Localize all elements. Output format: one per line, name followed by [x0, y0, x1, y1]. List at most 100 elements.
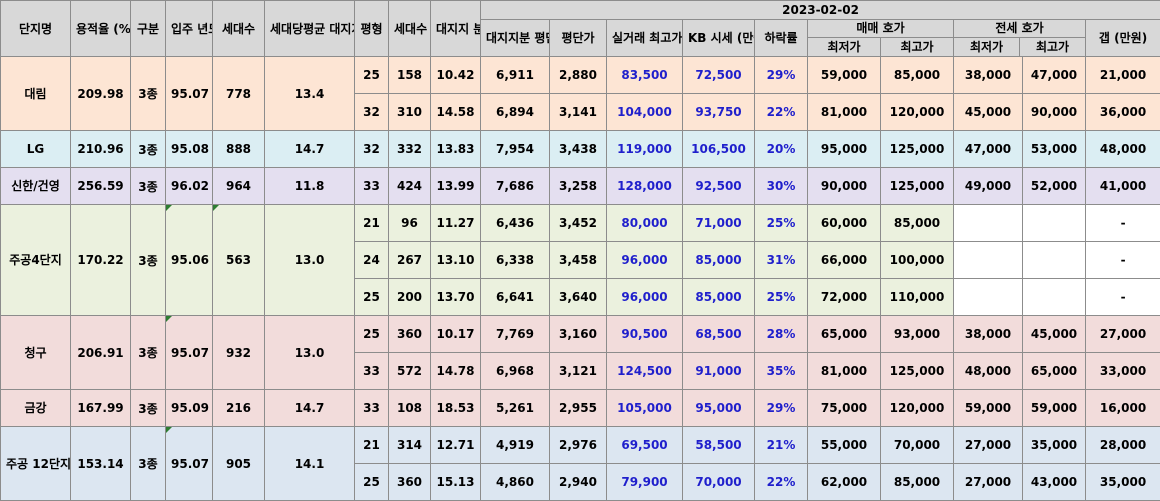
- kb-price-cell[interactable]: 70,000: [683, 464, 755, 501]
- land-per-unit-value[interactable]: 11.8: [265, 168, 355, 205]
- sale-max-cell[interactable]: 120,000: [881, 94, 954, 131]
- header-pyeong[interactable]: 평형: [355, 1, 389, 57]
- land-per-unit-value[interactable]: 14.7: [265, 131, 355, 168]
- jeonse-min-cell[interactable]: 27,000: [954, 427, 1023, 464]
- header-real-max[interactable]: 실거래 최고가: [607, 20, 683, 57]
- kb-price-cell[interactable]: 85,000: [683, 242, 755, 279]
- drop-rate-cell[interactable]: 20%: [755, 131, 808, 168]
- sale-max-cell[interactable]: 93,000: [881, 316, 954, 353]
- real-max-cell[interactable]: 69,500: [607, 427, 683, 464]
- sale-max-cell[interactable]: 125,000: [881, 168, 954, 205]
- built-value[interactable]: 95.09: [166, 390, 213, 427]
- zone-value[interactable]: 3종: [131, 131, 166, 168]
- zone-value[interactable]: 3종: [131, 205, 166, 316]
- units-value[interactable]: 932: [213, 316, 265, 390]
- units-value[interactable]: 888: [213, 131, 265, 168]
- sale-min-cell[interactable]: 72,000: [808, 279, 881, 316]
- pyeong-cell[interactable]: 25: [355, 279, 389, 316]
- header-drop[interactable]: 하락률: [755, 20, 808, 57]
- header-sale-group[interactable]: 매매 호가 최저가 최고가: [808, 20, 954, 57]
- sale-min-cell[interactable]: 95,000: [808, 131, 881, 168]
- jeonse-min-cell[interactable]: 38,000: [954, 316, 1023, 353]
- pyeong-cell[interactable]: 32: [355, 131, 389, 168]
- pyeong-cell[interactable]: 25: [355, 57, 389, 94]
- real-max-cell[interactable]: 119,000: [607, 131, 683, 168]
- zone-value[interactable]: 3종: [131, 168, 166, 205]
- complex-name[interactable]: 주공 12단지: [1, 427, 71, 501]
- far-value[interactable]: 170.22: [71, 205, 131, 316]
- price-per-py-cell[interactable]: 2,940: [550, 464, 607, 501]
- land-price-cell[interactable]: 4,860: [481, 464, 550, 501]
- built-value[interactable]: 95.08: [166, 131, 213, 168]
- price-per-py-cell[interactable]: 3,258: [550, 168, 607, 205]
- type-units-cell[interactable]: 267: [389, 242, 431, 279]
- drop-rate-cell[interactable]: 31%: [755, 242, 808, 279]
- jeonse-min-cell[interactable]: 38,000: [954, 57, 1023, 94]
- kb-price-cell[interactable]: 92,500: [683, 168, 755, 205]
- jeonse-min-cell[interactable]: [954, 242, 1023, 279]
- sale-max-cell[interactable]: 125,000: [881, 353, 954, 390]
- land-share-cell[interactable]: 12.71: [431, 427, 481, 464]
- sale-min-cell[interactable]: 90,000: [808, 168, 881, 205]
- kb-price-cell[interactable]: 68,500: [683, 316, 755, 353]
- land-price-cell[interactable]: 4,919: [481, 427, 550, 464]
- drop-rate-cell[interactable]: 28%: [755, 316, 808, 353]
- gap-cell[interactable]: -: [1086, 242, 1160, 279]
- complex-name[interactable]: 대림: [1, 57, 71, 131]
- jeonse-max-cell[interactable]: [1023, 242, 1086, 279]
- far-value[interactable]: 209.98: [71, 57, 131, 131]
- price-per-py-cell[interactable]: 3,160: [550, 316, 607, 353]
- gap-cell[interactable]: 36,000: [1086, 94, 1160, 131]
- land-price-cell[interactable]: 6,436: [481, 205, 550, 242]
- land-per-unit-value[interactable]: 13.4: [265, 57, 355, 131]
- type-units-cell[interactable]: 332: [389, 131, 431, 168]
- header-land-price[interactable]: 대지지분 평단가: [481, 20, 550, 57]
- real-max-cell[interactable]: 90,500: [607, 316, 683, 353]
- header-built[interactable]: 입주 년도: [166, 1, 213, 57]
- land-per-unit-value[interactable]: 13.0: [265, 205, 355, 316]
- land-share-cell[interactable]: 13.70: [431, 279, 481, 316]
- far-value[interactable]: 153.14: [71, 427, 131, 501]
- gap-cell[interactable]: 21,000: [1086, 57, 1160, 94]
- land-price-cell[interactable]: 7,954: [481, 131, 550, 168]
- land-share-cell[interactable]: 13.83: [431, 131, 481, 168]
- price-per-py-cell[interactable]: 3,452: [550, 205, 607, 242]
- kb-price-cell[interactable]: 72,500: [683, 57, 755, 94]
- kb-price-cell[interactable]: 95,000: [683, 390, 755, 427]
- price-per-py-cell[interactable]: 2,955: [550, 390, 607, 427]
- land-price-cell[interactable]: 6,894: [481, 94, 550, 131]
- header-far[interactable]: 용적율 (%): [71, 1, 131, 57]
- type-units-cell[interactable]: 310: [389, 94, 431, 131]
- drop-rate-cell[interactable]: 25%: [755, 205, 808, 242]
- type-units-cell[interactable]: 200: [389, 279, 431, 316]
- header-gap[interactable]: 갭 (만원): [1086, 20, 1160, 57]
- header-type-units[interactable]: 세대수: [389, 1, 431, 57]
- sale-min-cell[interactable]: 62,000: [808, 464, 881, 501]
- built-value[interactable]: 95.06: [166, 205, 213, 316]
- land-price-cell[interactable]: 6,338: [481, 242, 550, 279]
- jeonse-min-cell[interactable]: [954, 205, 1023, 242]
- real-max-cell[interactable]: 96,000: [607, 279, 683, 316]
- pyeong-cell[interactable]: 32: [355, 94, 389, 131]
- jeonse-max-cell[interactable]: 43,000: [1023, 464, 1086, 501]
- type-units-cell[interactable]: 360: [389, 316, 431, 353]
- real-max-cell[interactable]: 124,500: [607, 353, 683, 390]
- header-land-share[interactable]: 대지지 분(평): [431, 1, 481, 57]
- jeonse-max-cell[interactable]: 47,000: [1023, 57, 1086, 94]
- land-price-cell[interactable]: 7,686: [481, 168, 550, 205]
- drop-rate-cell[interactable]: 35%: [755, 353, 808, 390]
- sale-max-cell[interactable]: 125,000: [881, 131, 954, 168]
- type-units-cell[interactable]: 572: [389, 353, 431, 390]
- sale-max-cell[interactable]: 85,000: [881, 464, 954, 501]
- built-value[interactable]: 95.07: [166, 427, 213, 501]
- kb-price-cell[interactable]: 58,500: [683, 427, 755, 464]
- header-zone[interactable]: 구분: [131, 1, 166, 57]
- jeonse-min-cell[interactable]: 48,000: [954, 353, 1023, 390]
- complex-name[interactable]: 주공4단지: [1, 205, 71, 316]
- kb-price-cell[interactable]: 93,750: [683, 94, 755, 131]
- far-value[interactable]: 210.96: [71, 131, 131, 168]
- sale-min-cell[interactable]: 75,000: [808, 390, 881, 427]
- type-units-cell[interactable]: 314: [389, 427, 431, 464]
- built-value[interactable]: 96.02: [166, 168, 213, 205]
- real-max-cell[interactable]: 79,900: [607, 464, 683, 501]
